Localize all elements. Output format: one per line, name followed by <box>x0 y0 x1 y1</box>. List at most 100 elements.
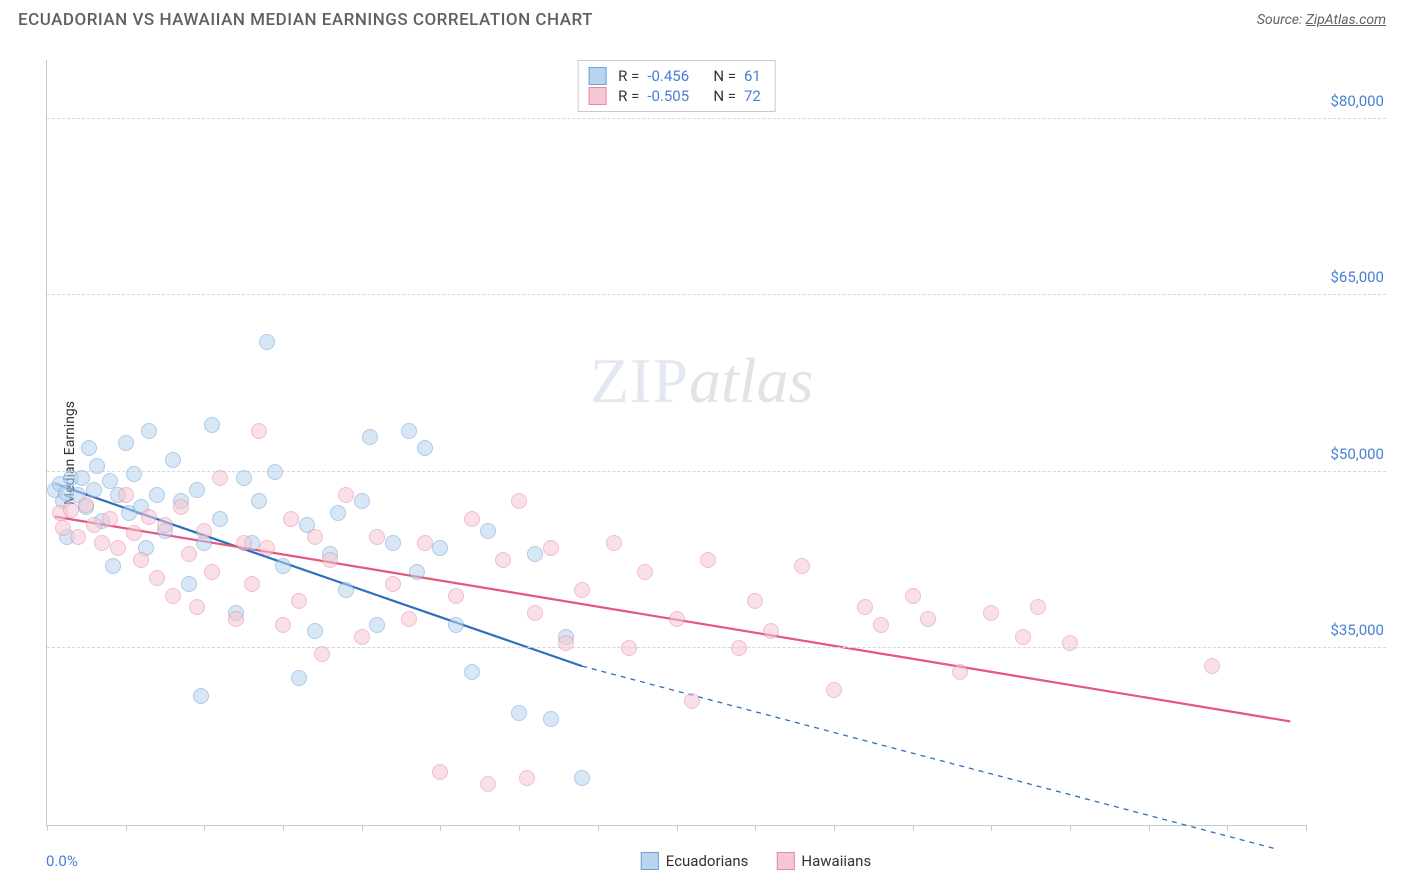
data-point <box>126 525 142 541</box>
data-point <box>558 635 574 651</box>
data-point <box>543 711 559 727</box>
data-point <box>338 582 354 598</box>
legend-swatch <box>588 87 606 105</box>
data-point <box>574 770 590 786</box>
data-point <box>78 497 94 513</box>
data-point <box>157 517 173 533</box>
data-point <box>244 576 260 592</box>
data-point <box>369 617 385 633</box>
data-point <box>1030 599 1046 615</box>
data-point <box>181 546 197 562</box>
data-point <box>669 611 685 627</box>
data-point <box>637 564 653 580</box>
data-point <box>905 588 921 604</box>
x-tick <box>362 825 363 831</box>
data-point <box>519 770 535 786</box>
data-point <box>259 334 275 350</box>
x-tick <box>598 825 599 831</box>
page-title: ECUADORIAN VS HAWAIIAN MEDIAN EARNINGS C… <box>18 10 593 30</box>
data-point <box>212 511 228 527</box>
y-tick-label: $80,000 <box>1314 92 1384 110</box>
data-point <box>212 470 228 486</box>
data-point <box>574 582 590 598</box>
correlation-stats-box: R = -0.456 N = 61 R = -0.505 N = 72 <box>577 60 776 112</box>
source-link[interactable]: ZipAtlas.com <box>1306 12 1386 28</box>
data-point <box>480 776 496 792</box>
data-point <box>165 588 181 604</box>
data-point <box>89 458 105 474</box>
x-tick <box>1070 825 1071 831</box>
data-point <box>1204 658 1220 674</box>
data-point <box>385 576 401 592</box>
data-point <box>385 535 401 551</box>
data-point <box>196 523 212 539</box>
data-point <box>236 470 252 486</box>
x-tick <box>677 825 678 831</box>
y-tick-label: $50,000 <box>1314 445 1384 463</box>
legend-item: Ecuadorians <box>641 852 749 870</box>
data-point <box>141 423 157 439</box>
data-point <box>401 423 417 439</box>
x-tick <box>204 825 205 831</box>
legend-swatch <box>588 67 606 85</box>
data-point <box>63 502 79 518</box>
data-point <box>432 764 448 780</box>
x-tick <box>1306 825 1307 831</box>
data-point <box>1062 635 1078 651</box>
data-point <box>86 482 102 498</box>
stats-row: R = -0.505 N = 72 <box>588 86 761 106</box>
data-point <box>826 682 842 698</box>
data-point <box>70 529 86 545</box>
data-point <box>330 505 346 521</box>
plot-area: ZIPatlas R = -0.456 N = 61 R = -0.505 N … <box>46 60 1306 826</box>
data-point <box>291 593 307 609</box>
x-tick <box>834 825 835 831</box>
x-tick <box>519 825 520 831</box>
x-tick <box>755 825 756 831</box>
x-tick <box>440 825 441 831</box>
data-point <box>480 523 496 539</box>
data-point <box>731 640 747 656</box>
gridline <box>47 118 1386 119</box>
data-point <box>511 705 527 721</box>
x-tick <box>1227 825 1228 831</box>
data-point <box>354 629 370 645</box>
data-point <box>110 540 126 556</box>
gridline <box>47 647 1386 648</box>
x-axis: 0.0% EcuadoriansHawaiians 80.0% <box>46 852 1406 870</box>
x-tick <box>47 825 48 831</box>
data-point <box>543 540 559 556</box>
x-axis-min: 0.0% <box>46 852 78 870</box>
data-point <box>55 520 71 536</box>
data-point <box>291 670 307 686</box>
data-point <box>275 617 291 633</box>
gridline <box>47 294 1386 295</box>
x-tick <box>913 825 914 831</box>
data-point <box>401 611 417 627</box>
data-point <box>495 552 511 568</box>
data-point <box>133 552 149 568</box>
data-point <box>118 435 134 451</box>
data-point <box>149 570 165 586</box>
data-point <box>173 499 189 515</box>
data-point <box>307 529 323 545</box>
data-point <box>700 552 716 568</box>
data-point <box>763 623 779 639</box>
legend-swatch <box>776 852 794 870</box>
data-point <box>259 540 275 556</box>
data-point <box>873 617 889 633</box>
stats-row: R = -0.456 N = 61 <box>588 66 761 86</box>
trend-lines <box>47 60 1306 825</box>
data-point <box>794 558 810 574</box>
data-point <box>189 599 205 615</box>
data-point <box>165 452 181 468</box>
data-point <box>983 605 999 621</box>
data-point <box>527 605 543 621</box>
data-point <box>251 493 267 509</box>
data-point <box>105 558 121 574</box>
data-point <box>86 517 102 533</box>
data-point <box>307 623 323 639</box>
data-point <box>81 440 97 456</box>
legend-swatch <box>641 852 659 870</box>
x-tick <box>1149 825 1150 831</box>
